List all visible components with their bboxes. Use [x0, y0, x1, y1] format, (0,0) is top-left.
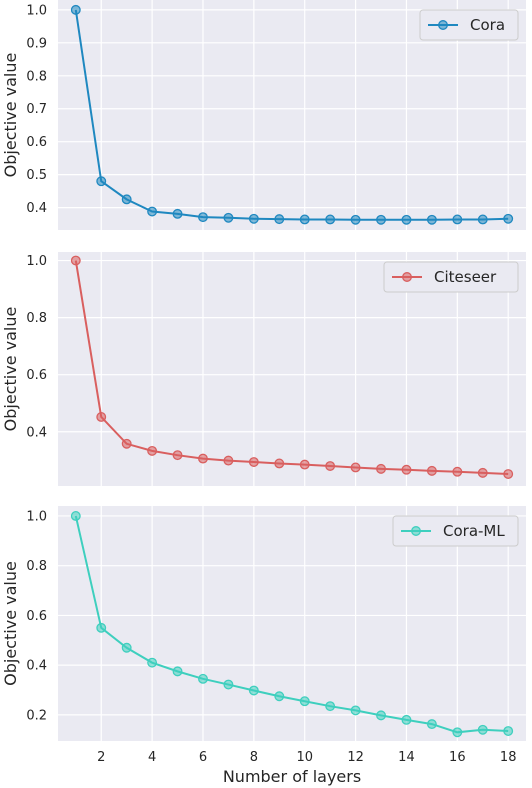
data-point: [426, 719, 437, 730]
data-point: [198, 673, 208, 684]
y-tick-label: 0.8: [26, 559, 47, 574]
legend-marker: [411, 526, 421, 536]
data-point: [452, 214, 463, 225]
x-tick-label: 18: [500, 750, 517, 765]
x-tick-label: 14: [398, 750, 415, 765]
data-point: [299, 459, 310, 470]
legend-label: Citeseer: [434, 268, 497, 286]
chart-panel-3: 0.2 0.4 0.6 0.8 1.0 2 4 6 8 10 12 14 16 18 Objective v…: [1, 506, 526, 786]
data-point: [70, 510, 81, 521]
data-point: [401, 714, 412, 725]
legend-box: [419, 9, 519, 41]
x-tick-label: 8: [250, 750, 258, 765]
legend-marker: [402, 272, 412, 282]
y-tick-label: 0.6: [26, 609, 47, 624]
data-point: [198, 212, 208, 223]
data-point: [121, 642, 132, 653]
y-tick-label: 0.5: [26, 168, 47, 183]
x-tick-label: 10: [296, 750, 313, 765]
data-point: [426, 465, 437, 476]
chart-panel-1: 0.4 0.5 0.6 0.7 0.8 0.9 1.0 Objective value Cora: [1, 0, 526, 230]
y-tick-label: 1.0: [26, 254, 47, 269]
data-point: [299, 696, 310, 707]
data-point: [350, 214, 361, 225]
y-tick-label: 0.8: [26, 311, 47, 326]
data-point: [401, 464, 412, 475]
x-axis-label: Number of layers: [223, 767, 361, 786]
x-tick-label: 2: [97, 750, 105, 765]
y-tick-label: 0.7: [26, 102, 47, 117]
y-axis-label: Objective value: [1, 307, 20, 432]
data-point: [503, 469, 514, 479]
data-point: [325, 214, 336, 225]
data-point: [172, 208, 183, 219]
data-point: [350, 462, 361, 473]
data-point: [376, 710, 386, 721]
legend-box: [383, 261, 519, 293]
data-point: [503, 213, 514, 224]
y-tick-label: 0.6: [26, 135, 47, 150]
x-tick-label: 16: [449, 750, 466, 765]
data-point: [121, 194, 132, 205]
data-point: [223, 212, 234, 223]
data-point: [248, 213, 259, 224]
data-point: [172, 666, 183, 677]
data-point: [325, 461, 336, 471]
y-tick-label: 0.8: [26, 69, 47, 84]
data-point: [350, 705, 361, 716]
data-point: [172, 450, 183, 461]
data-point: [96, 176, 107, 187]
x-tick-label: 6: [199, 750, 207, 765]
data-point: [274, 691, 285, 702]
data-point: [147, 206, 158, 217]
legend-label: Cora-ML: [443, 522, 505, 540]
legend-marker: [438, 20, 448, 30]
data-point: [223, 679, 234, 690]
data-point: [147, 445, 158, 456]
chart-panel-2: 0.4 0.6 0.8 1.0 Objective value Citeseer: [1, 252, 526, 486]
x-tick-label: 4: [148, 750, 156, 765]
data-point: [299, 214, 310, 225]
data-point: [147, 657, 158, 668]
y-tick-label: 0.2: [26, 708, 47, 723]
data-point: [426, 214, 437, 225]
data-point: [223, 455, 234, 466]
data-point: [503, 726, 514, 737]
y-tick-label: 0.4: [26, 425, 47, 440]
data-point: [70, 4, 81, 15]
legend-box: [392, 515, 519, 547]
data-point: [198, 453, 208, 464]
data-point: [477, 724, 488, 735]
data-point: [376, 214, 386, 225]
data-point: [376, 463, 386, 474]
data-point: [452, 466, 463, 477]
data-point: [248, 685, 259, 696]
data-point: [96, 622, 107, 633]
legend-label: Cora: [470, 16, 505, 34]
data-point: [96, 411, 107, 422]
y-tick-label: 0.4: [26, 659, 47, 674]
data-point: [452, 727, 463, 738]
data-point: [325, 701, 336, 712]
y-tick-label: 0.4: [26, 201, 47, 216]
y-tick-label: 1.0: [26, 509, 47, 524]
y-tick-label: 0.9: [26, 36, 47, 51]
data-point: [248, 457, 259, 467]
data-point: [274, 214, 285, 225]
y-tick-label: 0.6: [26, 368, 47, 383]
y-axis-label: Objective value: [1, 53, 20, 178]
data-point: [121, 438, 132, 449]
data-point: [477, 214, 488, 225]
y-axis-label: Objective value: [1, 561, 20, 686]
y-tick-label: 1.0: [26, 3, 47, 18]
data-point: [401, 214, 412, 225]
x-tick-label: 12: [347, 750, 364, 765]
data-point: [70, 255, 81, 266]
data-point: [477, 467, 488, 478]
data-point: [274, 458, 285, 469]
